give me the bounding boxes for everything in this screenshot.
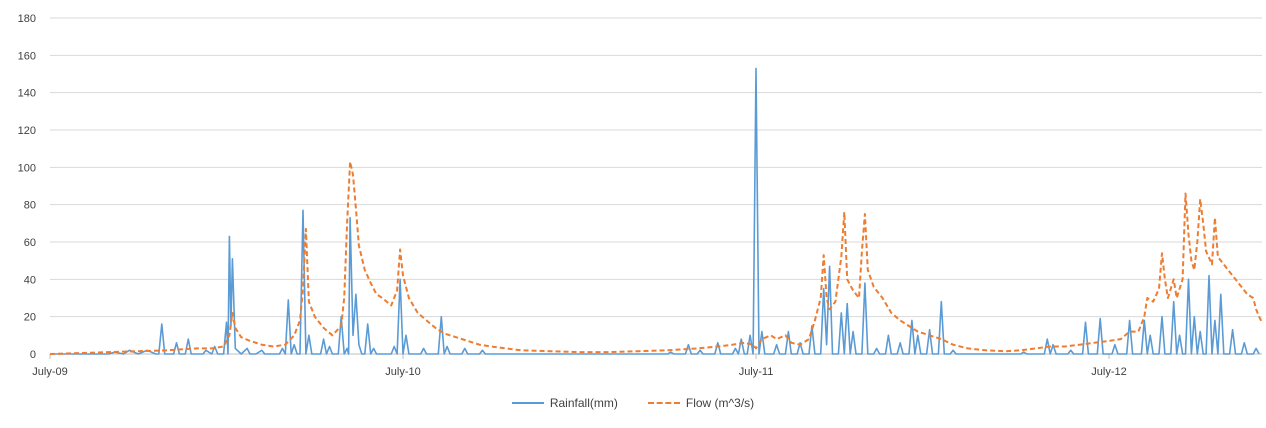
- legend-label-flow: Flow (m^3/s): [685, 396, 755, 410]
- legend: Rainfall(mm) Flow (m^3/s): [0, 388, 1266, 418]
- series-line-flow: [49, 160, 1263, 355]
- y-tick-label: 0: [30, 349, 36, 361]
- y-tick-label: 140: [18, 88, 36, 100]
- y-tick-label: 120: [18, 125, 36, 137]
- legend-label-rainfall: Rainfall(mm): [549, 396, 618, 410]
- legend-swatch-rainfall: [511, 402, 544, 404]
- legend-item-rainfall: Rainfall(mm): [511, 396, 618, 410]
- legend-swatch-flow: [647, 402, 680, 404]
- y-tick-label: 20: [24, 312, 36, 324]
- series-line-rainfall: [50, 67, 1260, 355]
- y-tick-label: 100: [18, 162, 36, 174]
- x-tick-label: July-11: [739, 366, 774, 378]
- y-tick-label: 60: [24, 237, 36, 249]
- x-tick-label: July-09: [32, 366, 67, 378]
- x-tick-label: July-10: [385, 366, 420, 378]
- y-tick-label: 180: [18, 13, 36, 25]
- y-tick-label: 160: [18, 50, 36, 62]
- x-tick-label: July-12: [1091, 366, 1126, 378]
- y-tick-label: 80: [24, 200, 36, 212]
- y-tick-label: 40: [24, 274, 36, 286]
- legend-item-flow: Flow (m^3/s): [647, 396, 755, 410]
